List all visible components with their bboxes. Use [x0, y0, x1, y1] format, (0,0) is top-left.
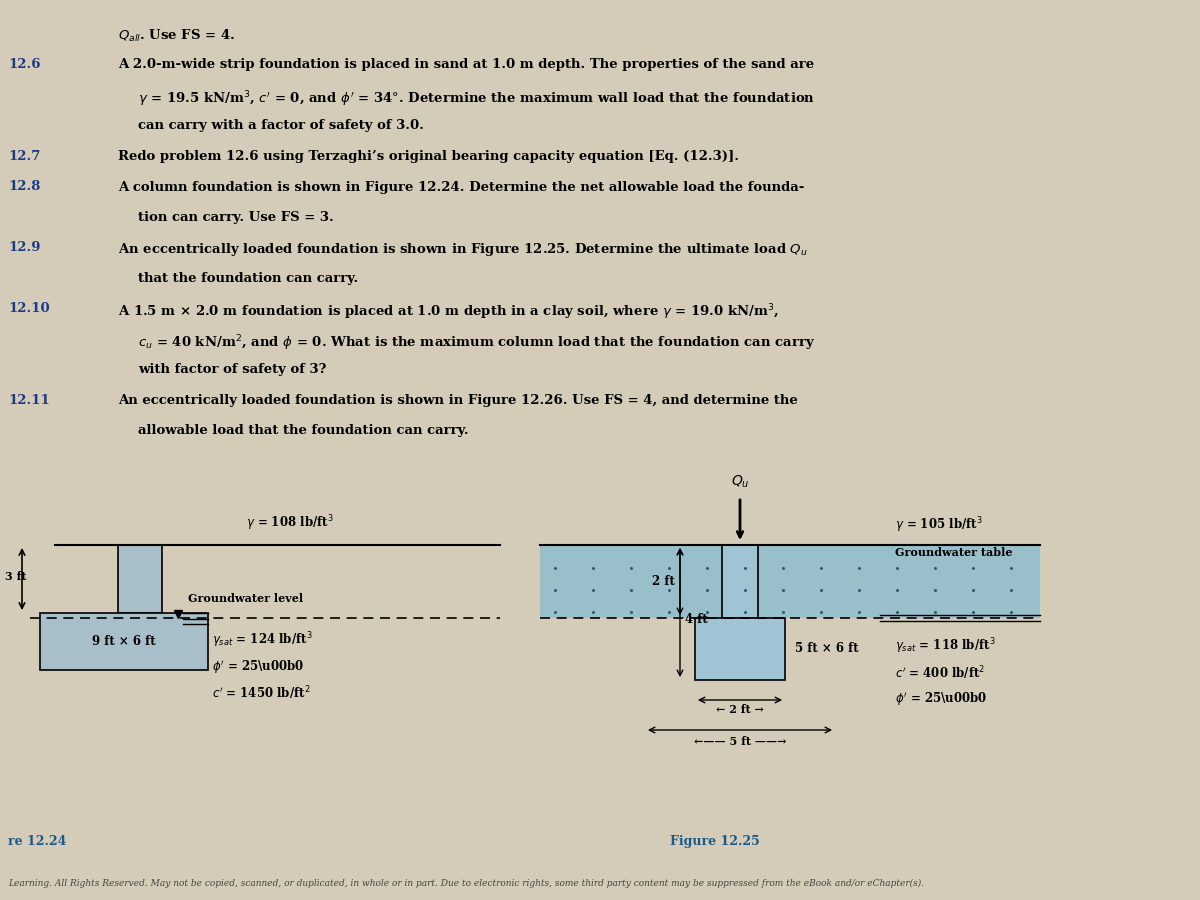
Text: 4 ft: 4 ft [685, 613, 708, 626]
Bar [40, 613, 208, 670]
Text: $c'$ = 400 lb/ft$^2$: $c'$ = 400 lb/ft$^2$ [895, 664, 985, 681]
Text: $\gamma$ = 19.5 kN/m$^3$, $c'$ = 0, and $\phi'$ = 34°. Determine the maximum wal: $\gamma$ = 19.5 kN/m$^3$, $c'$ = 0, and … [138, 89, 815, 109]
Text: re 12.24: re 12.24 [8, 835, 66, 848]
Text: $\gamma$ = 108 lb/ft$^3$: $\gamma$ = 108 lb/ft$^3$ [246, 513, 334, 533]
Text: 3 ft: 3 ft [5, 571, 26, 582]
Text: 2 ft: 2 ft [652, 575, 676, 588]
Text: allowable load that the foundation can carry.: allowable load that the foundation can c… [138, 425, 469, 437]
Text: 12.11: 12.11 [8, 394, 49, 407]
Text: A 1.5 m × 2.0 m foundation is placed at 1.0 m depth in a clay soil, where $\gamm: A 1.5 m × 2.0 m foundation is placed at … [118, 302, 779, 322]
Text: 12.6: 12.6 [8, 58, 41, 71]
Text: ←—— 5 ft ——→: ←—— 5 ft ——→ [694, 736, 786, 747]
Text: $\gamma$ = 105 lb/ft$^3$: $\gamma$ = 105 lb/ft$^3$ [895, 516, 983, 535]
Text: $\gamma_{sat}$ = 118 lb/ft$^3$: $\gamma_{sat}$ = 118 lb/ft$^3$ [895, 636, 996, 655]
Bar [540, 545, 1040, 618]
Text: that the foundation can carry.: that the foundation can carry. [138, 272, 359, 285]
Text: An eccentrically loaded foundation is shown in Figure 12.26. Use FS = 4, and det: An eccentrically loaded foundation is sh… [118, 394, 798, 407]
Text: 12.9: 12.9 [8, 241, 41, 255]
Text: $\phi'$ = 25\u00b0: $\phi'$ = 25\u00b0 [895, 690, 988, 707]
Text: Learning. All Rights Reserved. May not be copied, scanned, or duplicated, in who: Learning. All Rights Reserved. May not b… [8, 879, 924, 888]
Text: Groundwater level: Groundwater level [188, 593, 304, 604]
Text: can carry with a factor of safety of 3.0.: can carry with a factor of safety of 3.0… [138, 120, 424, 132]
Text: $Q_u$: $Q_u$ [731, 473, 749, 490]
Text: 12.7: 12.7 [8, 150, 41, 163]
Text: Groundwater table: Groundwater table [895, 547, 1013, 558]
Text: A column foundation is shown in Figure 12.24. Determine the net allowable load t: A column foundation is shown in Figure 1… [118, 181, 804, 194]
Text: with factor of safety of 3?: with factor of safety of 3? [138, 364, 326, 376]
Text: 9 ft × 6 ft: 9 ft × 6 ft [92, 635, 156, 648]
Text: A 2.0-m-wide strip foundation is placed in sand at 1.0 m depth. The properties o: A 2.0-m-wide strip foundation is placed … [118, 58, 814, 71]
Text: 5 ft × 6 ft: 5 ft × 6 ft [796, 643, 859, 655]
Bar [695, 618, 785, 680]
Text: $Q_{all}$. Use FS = 4.: $Q_{all}$. Use FS = 4. [118, 28, 235, 44]
Text: Redo problem 12.6 using Terzaghi’s original bearing capacity equation [Eq. (12.3: Redo problem 12.6 using Terzaghi’s origi… [118, 150, 739, 163]
Text: 12.8: 12.8 [8, 181, 41, 194]
Text: 12.10: 12.10 [8, 302, 49, 316]
Text: $c_u$ = 40 kN/m$^2$, and $\phi$ = 0. What is the maximum column load that the fo: $c_u$ = 40 kN/m$^2$, and $\phi$ = 0. Wha… [138, 333, 815, 353]
Bar [722, 545, 758, 618]
Text: $c'$ = 1450 lb/ft$^2$: $c'$ = 1450 lb/ft$^2$ [212, 684, 311, 702]
Text: $\gamma_{sat}$ = 124 lb/ft$^3$: $\gamma_{sat}$ = 124 lb/ft$^3$ [212, 630, 313, 650]
Text: $\phi'$ = 25\u00b0: $\phi'$ = 25\u00b0 [212, 658, 305, 676]
Bar [118, 545, 162, 613]
Text: ← 2 ft →: ← 2 ft → [716, 704, 764, 715]
Text: Figure 12.25: Figure 12.25 [670, 835, 760, 848]
Text: An eccentrically loaded foundation is shown in Figure 12.25. Determine the ultim: An eccentrically loaded foundation is sh… [118, 241, 808, 258]
Text: tion can carry. Use FS = 3.: tion can carry. Use FS = 3. [138, 211, 334, 224]
